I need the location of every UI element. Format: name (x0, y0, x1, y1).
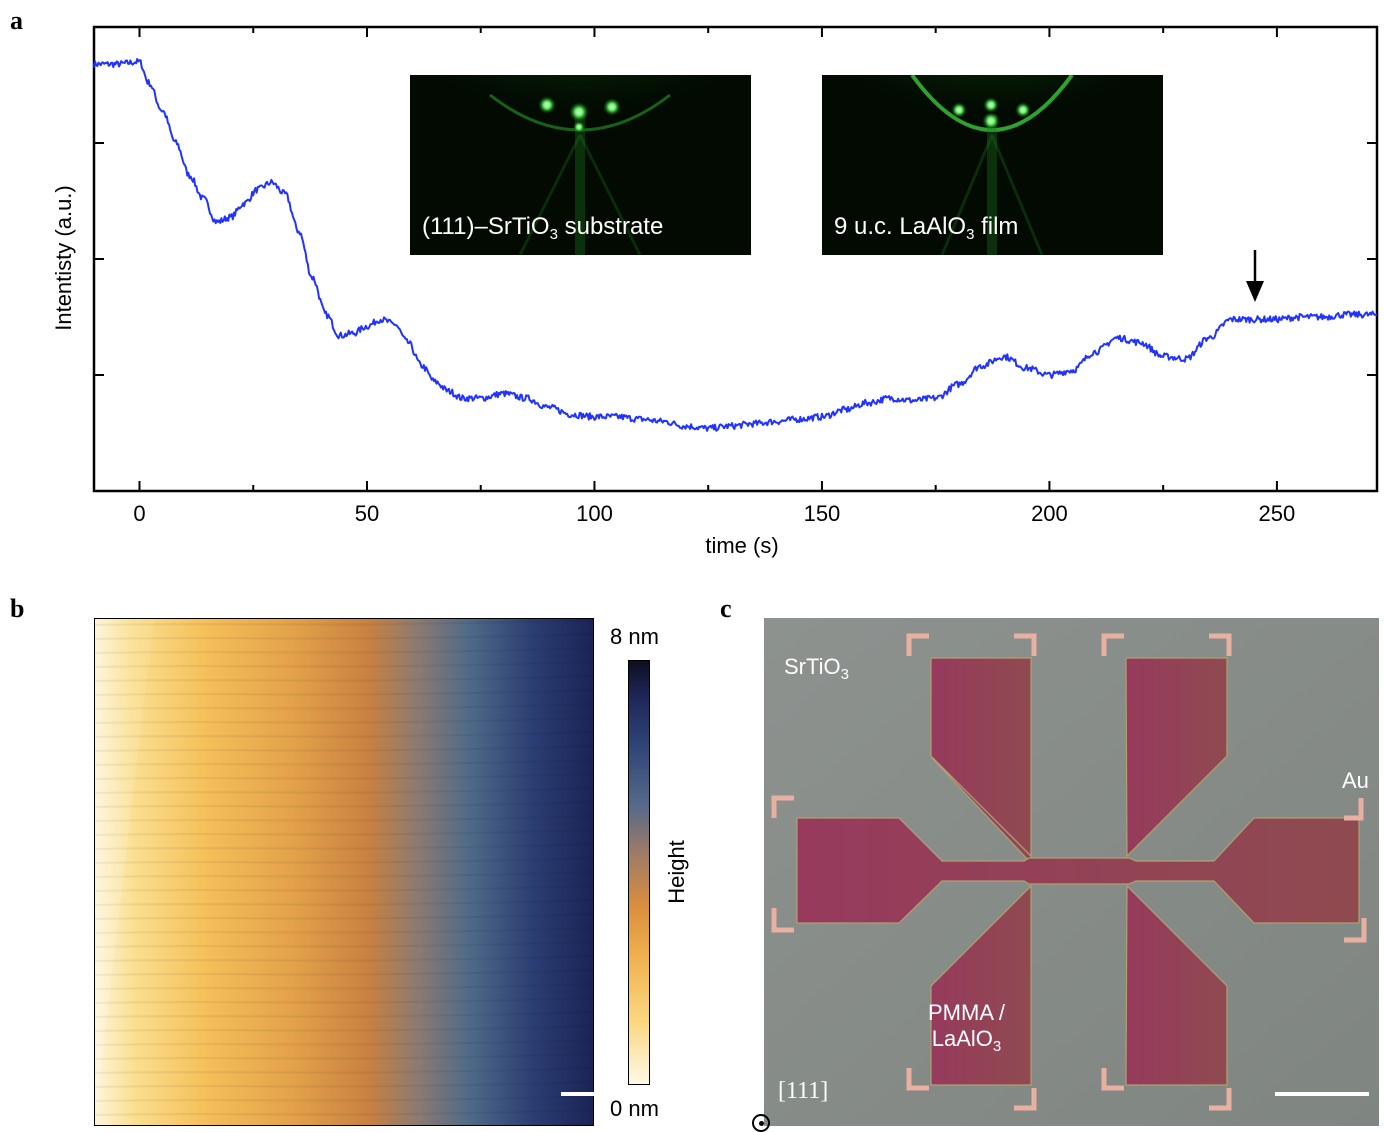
rheed-inset-substrate: (111)–SrTiO3 substrate (410, 75, 751, 255)
x-tick-label: 100 (576, 501, 613, 526)
x-axis-label: time (s) (705, 533, 779, 558)
rheed-pattern-substrate (410, 75, 751, 255)
rheed-inset-film: 9 u.c. LaAlO3 film (822, 75, 1163, 255)
x-ticks (138, 27, 1278, 491)
gold-alignment-marks (771, 633, 1367, 1111)
label-film: PMMA / LaAlO3 (928, 1000, 1006, 1055)
colorbar-title: Height (664, 840, 689, 904)
out-of-plane-icon (752, 1114, 770, 1132)
y-ticks (94, 142, 1377, 376)
panel-label-c: c (720, 594, 732, 623)
afm-height-map (94, 618, 594, 1126)
panel-label-b: b (10, 594, 25, 623)
colorbar-max-label: 8 nm (610, 624, 659, 649)
hall-bar-device (764, 618, 1379, 1126)
intensity-trace (93, 58, 1377, 432)
x-tick-label: 150 (803, 501, 841, 526)
inset-caption-substrate: (111)–SrTiO3 substrate (422, 213, 664, 243)
arrow-marker (1246, 250, 1264, 302)
panel-label-a: a (10, 6, 23, 35)
label-substrate: SrTiO3 (784, 654, 849, 683)
x-tick-label: 0 (133, 501, 146, 526)
x-tick-label: 200 (1031, 501, 1068, 526)
height-colorbar (628, 660, 650, 1085)
inset-caption-film: 9 u.c. LaAlO3 film (834, 213, 1019, 243)
colorbar-min-label: 0 nm (610, 1096, 659, 1121)
rheed-chart-svg (92, 25, 1379, 493)
x-tick-label: 250 (1258, 501, 1296, 526)
label-direction: [111] (778, 1078, 829, 1104)
device-micrograph: SrTiO3 Au PMMA / LaAlO3 [111] (764, 618, 1379, 1126)
x-tick-label: 50 (354, 501, 380, 526)
label-au: Au (1342, 768, 1369, 793)
rheed-pattern-film (822, 75, 1163, 255)
y-axis-label: Intentisty (a.u.) (51, 185, 76, 331)
pmma-film (796, 657, 1360, 1086)
